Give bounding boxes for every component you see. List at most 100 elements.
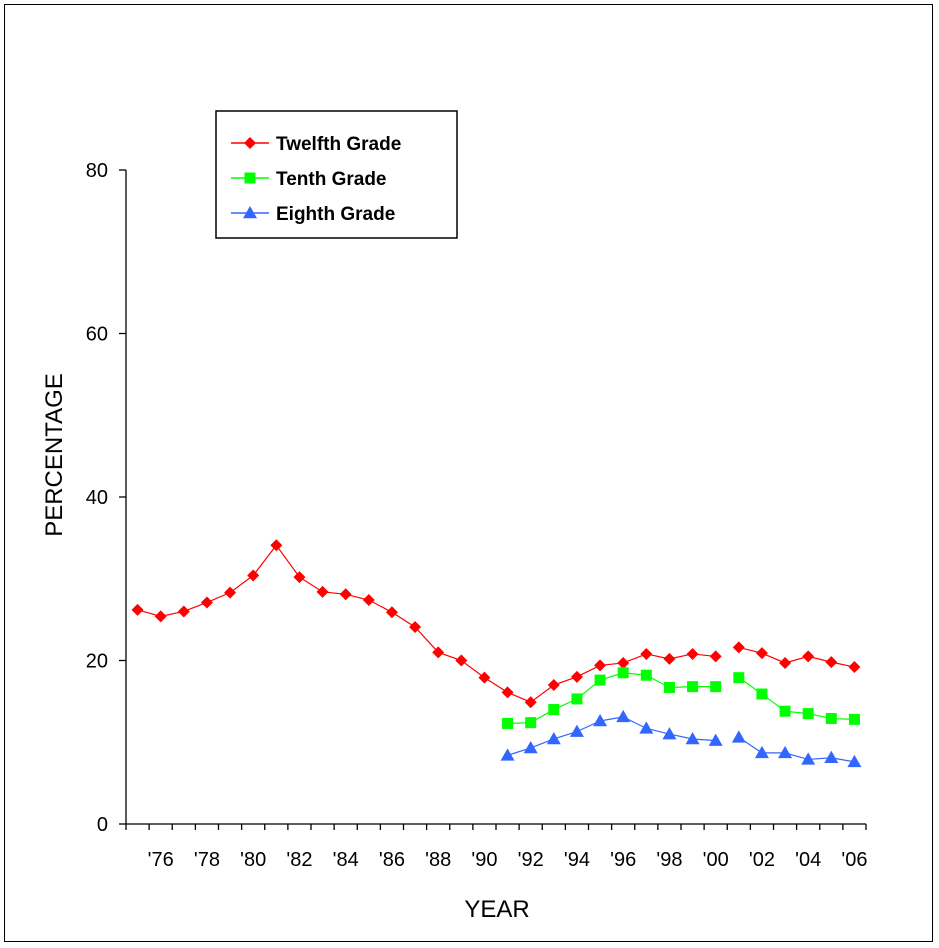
data-point bbox=[154, 610, 167, 623]
data-point bbox=[617, 656, 630, 669]
data-point bbox=[824, 750, 839, 764]
data-point bbox=[848, 713, 860, 725]
data-point bbox=[502, 717, 514, 729]
data-point bbox=[524, 696, 537, 709]
series-line bbox=[738, 677, 855, 720]
data-point bbox=[594, 674, 606, 686]
data-point bbox=[224, 586, 237, 599]
data-point bbox=[848, 661, 861, 674]
x-tick-label: '04 bbox=[795, 849, 821, 871]
data-point bbox=[432, 646, 445, 659]
x-axis-title: YEAR bbox=[464, 896, 529, 923]
data-point bbox=[754, 745, 769, 759]
data-point bbox=[548, 704, 560, 716]
data-point bbox=[731, 730, 746, 743]
data-point bbox=[685, 731, 700, 745]
data-point bbox=[362, 594, 375, 607]
x-tick-label: '02 bbox=[749, 849, 775, 871]
series-eighth-grade bbox=[500, 709, 862, 768]
data-point bbox=[617, 667, 629, 679]
x-tick-label: '06 bbox=[841, 849, 867, 871]
data-point bbox=[478, 671, 491, 684]
data-point bbox=[687, 681, 699, 693]
data-point bbox=[802, 708, 814, 720]
data-point bbox=[200, 596, 213, 609]
y-axis-title: PERCENTAGE bbox=[41, 373, 68, 537]
legend-item: Twelfth Grade bbox=[231, 134, 401, 155]
data-point bbox=[177, 605, 190, 618]
data-point bbox=[708, 733, 723, 746]
data-point bbox=[709, 650, 722, 663]
series-tenth-grade bbox=[502, 667, 860, 729]
x-tick-label: '78 bbox=[194, 849, 220, 871]
data-point bbox=[500, 748, 515, 761]
data-point bbox=[247, 569, 260, 582]
data-point bbox=[525, 717, 537, 729]
data-point bbox=[570, 670, 583, 683]
data-point bbox=[663, 652, 676, 665]
series-twelfth-grade bbox=[131, 539, 861, 709]
data-point bbox=[569, 724, 584, 737]
x-tick-label: '76 bbox=[148, 849, 174, 871]
data-point bbox=[825, 713, 837, 725]
legend-label: Twelfth Grade bbox=[276, 134, 401, 155]
data-point bbox=[825, 656, 838, 669]
data-point bbox=[455, 654, 468, 667]
data-point bbox=[339, 588, 352, 601]
legend-marker bbox=[244, 137, 256, 149]
data-point bbox=[802, 650, 815, 663]
data-point bbox=[686, 647, 699, 660]
data-point bbox=[616, 709, 631, 723]
data-point bbox=[316, 585, 329, 598]
data-point bbox=[732, 641, 745, 654]
data-point bbox=[409, 620, 422, 633]
data-point bbox=[755, 647, 768, 660]
data-point bbox=[546, 731, 561, 745]
y-axis-ticks: 0 20 40 60 80 bbox=[86, 160, 126, 836]
data-point bbox=[293, 571, 306, 584]
x-axis-ticks: '76 '78 '80 '82 '84 '86 '88 '90 '92 '94 '96 '98 '00 '… bbox=[125, 824, 867, 871]
x-tick-label: '90 bbox=[471, 849, 497, 871]
x-tick-label: '88 bbox=[425, 849, 451, 871]
data-point bbox=[640, 647, 653, 660]
data-point bbox=[778, 745, 793, 759]
data-point bbox=[779, 705, 791, 717]
series-line bbox=[738, 646, 855, 668]
x-tick-label: '96 bbox=[610, 849, 636, 871]
y-tick-label: 20 bbox=[86, 651, 108, 673]
y-tick-label: 60 bbox=[86, 324, 108, 346]
data-point bbox=[779, 656, 792, 669]
data-point bbox=[663, 681, 675, 693]
y-tick-label: 0 bbox=[97, 814, 108, 836]
chart-frame bbox=[4, 4, 933, 942]
x-tick-label: '94 bbox=[564, 849, 590, 871]
series-line bbox=[137, 544, 716, 703]
axes bbox=[125, 170, 866, 825]
legend-marker bbox=[243, 206, 257, 219]
legend-marker bbox=[244, 172, 256, 184]
x-tick-label: '82 bbox=[286, 849, 312, 871]
data-point bbox=[547, 679, 560, 692]
data-point bbox=[640, 669, 652, 681]
legend-label: Eighth Grade bbox=[276, 204, 395, 225]
data-point bbox=[756, 688, 768, 700]
x-tick-label: '80 bbox=[240, 849, 266, 871]
data-point bbox=[571, 693, 583, 705]
data-point bbox=[710, 681, 722, 693]
plot-area bbox=[131, 539, 862, 768]
data-point bbox=[594, 659, 607, 672]
legend-item: Tenth Grade bbox=[231, 169, 387, 190]
x-tick-label: '84 bbox=[333, 849, 359, 871]
legend-label: Tenth Grade bbox=[276, 169, 387, 190]
legend-item: Eighth Grade bbox=[231, 204, 395, 225]
data-point bbox=[847, 754, 862, 768]
data-point bbox=[385, 606, 398, 619]
data-point bbox=[593, 713, 608, 727]
legend: Twelfth Grade Tenth Grade Eighth Grade bbox=[215, 110, 458, 239]
data-point bbox=[801, 752, 816, 765]
series-line bbox=[507, 672, 716, 725]
data-point bbox=[639, 721, 654, 734]
series-line bbox=[738, 736, 855, 763]
x-tick-label: '00 bbox=[703, 849, 729, 871]
